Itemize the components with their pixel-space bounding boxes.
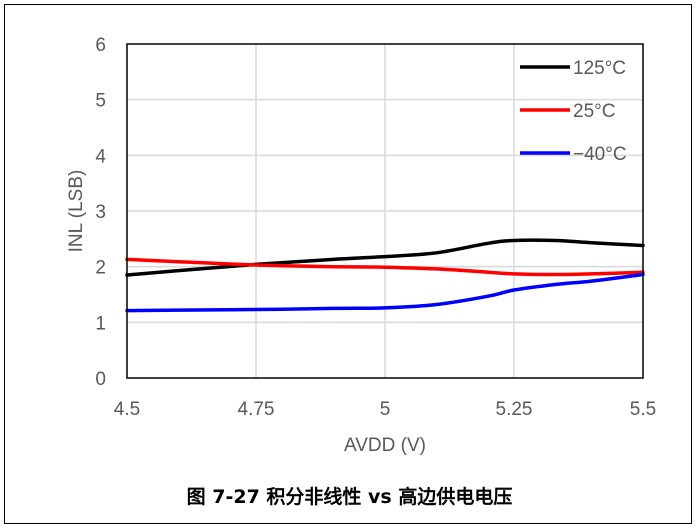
series-line-2 [125, 272, 645, 313]
figure-frame [4, 4, 692, 524]
legend-label: −40°C [573, 144, 627, 165]
x-axis-title: AVDD (V) [344, 435, 426, 456]
y-tick-label: 3 [95, 202, 106, 223]
y-tick-label: 2 [95, 258, 106, 279]
plot-border [126, 43, 644, 379]
y-tick-labels: 0 1 2 3 4 5 6 [95, 35, 106, 390]
x-tick-label: 5.5 [630, 399, 656, 420]
chart: 0 1 2 3 4 5 6 4.5 4.75 5 5.25 5.5 125°C 25°C −40°C A… [66, 35, 656, 456]
legend-label: 125°C [573, 58, 626, 79]
x-tick-label: 5 [380, 399, 391, 420]
series-line-1 [125, 257, 645, 277]
legend-label: 25°C [573, 101, 615, 122]
x-tick-label: 4.5 [114, 399, 140, 420]
legend: 125°C 25°C −40°C [520, 58, 627, 165]
y-tick-label: 5 [95, 91, 106, 112]
y-tick-label: 1 [95, 313, 106, 334]
y-tick-label: 0 [95, 369, 106, 390]
x-tick-labels: 4.5 4.75 5 5.25 5.5 [114, 399, 656, 420]
series-line-0 [125, 238, 645, 277]
figure-caption: 图 7-27 积分非线性 vs 高边供电电压 [186, 486, 513, 508]
y-tick-label: 6 [95, 35, 106, 56]
series-lines [125, 238, 645, 313]
gridlines [127, 44, 643, 378]
x-tick-label: 4.75 [238, 399, 275, 420]
y-axis-title: INL (LSB) [66, 170, 87, 253]
y-tick-label: 4 [95, 146, 106, 167]
x-tick-label: 5.25 [496, 399, 533, 420]
